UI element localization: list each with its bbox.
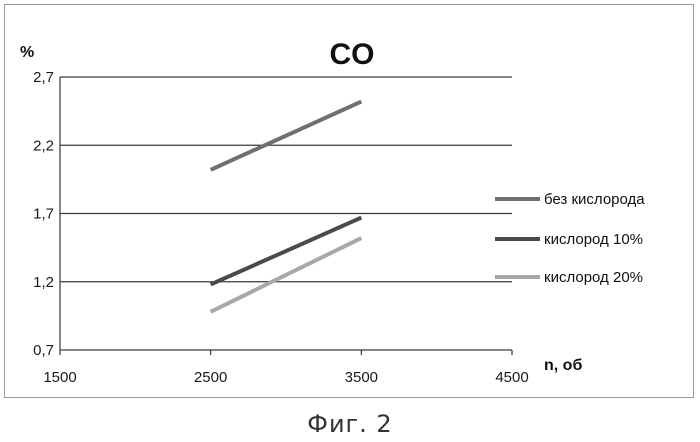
x-tick-label: 1500 [43,369,76,386]
x-axis-label: n, об [544,357,582,374]
y-tick-label: 0,7 [33,342,54,359]
x-tick-labels: 1500 2500 3500 4500 [43,369,528,386]
y-tick-label: 2,2 [33,137,54,154]
x-tick-label: 3500 [345,369,378,386]
legend-label: кислород 20% [544,269,643,286]
x-tick-label: 2500 [194,369,227,386]
chart-title: CO [330,38,375,71]
figure-caption: Фиг. 2 [307,410,392,438]
y-tick-label: 1,2 [33,274,54,291]
gridlines [60,77,512,350]
x-tick-label: 4500 [495,369,528,386]
legend-label: кислород 10% [544,231,643,248]
series-line-1 [211,102,362,170]
axes [60,77,512,355]
y-axis-label: % [20,44,34,61]
legend-label: без кислорода [544,191,645,208]
y-tick-label: 1,7 [33,206,54,223]
y-tick-labels: 0,7 1,2 1,7 2,2 2,7 [33,69,54,359]
series-lines [211,102,362,312]
legend: без кислорода кислород 10% кислород 20% [495,191,645,286]
y-tick-label: 2,7 [33,69,54,86]
